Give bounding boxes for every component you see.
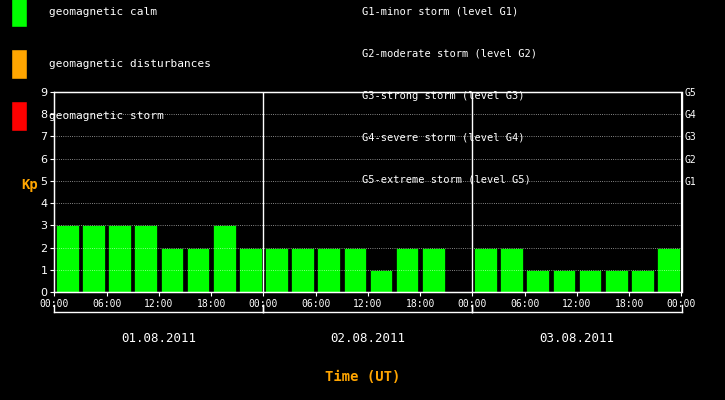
Bar [500, 248, 523, 292]
Bar [239, 248, 262, 292]
Bar [318, 248, 340, 292]
Bar [552, 270, 575, 292]
Text: 03.08.2011: 03.08.2011 [539, 332, 615, 344]
Bar [187, 248, 210, 292]
Bar [265, 248, 288, 292]
Bar [605, 270, 628, 292]
Text: G1-minor storm (level G1): G1-minor storm (level G1) [362, 7, 519, 17]
Bar [291, 248, 314, 292]
Bar [370, 270, 392, 292]
Text: 01.08.2011: 01.08.2011 [121, 332, 196, 344]
Bar [579, 270, 602, 292]
Text: Time (UT): Time (UT) [325, 370, 400, 384]
Bar [474, 248, 497, 292]
Text: geomagnetic calm: geomagnetic calm [49, 7, 157, 17]
Bar [108, 225, 131, 292]
Bar [526, 270, 549, 292]
Bar [344, 248, 366, 292]
Bar [82, 225, 105, 292]
Bar [56, 225, 79, 292]
Bar [631, 270, 654, 292]
Bar [422, 248, 444, 292]
Bar [657, 248, 680, 292]
Text: G4-severe storm (level G4): G4-severe storm (level G4) [362, 133, 525, 143]
Text: G5-extreme storm (level G5): G5-extreme storm (level G5) [362, 175, 531, 185]
Bar [161, 248, 183, 292]
Bar [134, 225, 157, 292]
Bar [396, 248, 418, 292]
Y-axis label: Kp: Kp [21, 178, 38, 192]
Text: geomagnetic storm: geomagnetic storm [49, 111, 163, 121]
Text: 02.08.2011: 02.08.2011 [331, 332, 405, 344]
Text: G2-moderate storm (level G2): G2-moderate storm (level G2) [362, 49, 537, 59]
Text: G3-strong storm (level G3): G3-strong storm (level G3) [362, 91, 525, 101]
Text: geomagnetic disturbances: geomagnetic disturbances [49, 59, 210, 69]
Bar [213, 225, 236, 292]
